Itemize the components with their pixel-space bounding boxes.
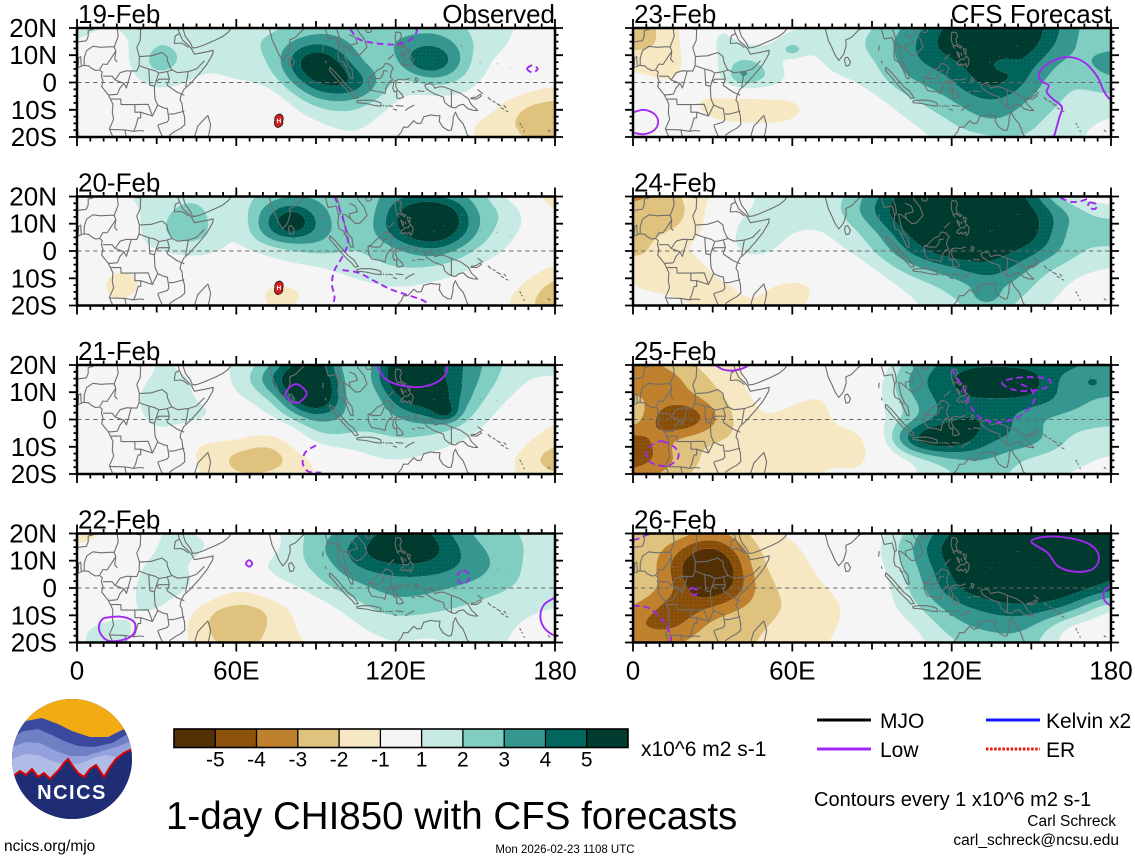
svg-text:20S: 20S bbox=[11, 628, 57, 658]
svg-text:24-Feb: 24-Feb bbox=[634, 168, 716, 198]
svg-text:19-Feb: 19-Feb bbox=[78, 0, 160, 29]
svg-text:Mon 2026-02-23 1108 UTC: Mon 2026-02-23 1108 UTC bbox=[495, 844, 634, 856]
svg-text:25-Feb: 25-Feb bbox=[634, 336, 716, 366]
svg-text:26-Feb: 26-Feb bbox=[634, 505, 716, 535]
svg-text:Contours every 1 x10^6 m2 s-1: Contours every 1 x10^6 m2 s-1 bbox=[814, 789, 1091, 811]
svg-text:1-day CHI850 with CFS forecast: 1-day CHI850 with CFS forecasts bbox=[166, 795, 737, 838]
svg-text:CFS Forecast: CFS Forecast bbox=[951, 0, 1112, 29]
svg-text:0: 0 bbox=[43, 405, 57, 435]
svg-text:10S: 10S bbox=[11, 432, 57, 462]
svg-text:ncics.org/mjo: ncics.org/mjo bbox=[4, 838, 95, 855]
svg-text:H: H bbox=[276, 118, 281, 125]
svg-text:MJO: MJO bbox=[880, 710, 924, 733]
svg-text:x10^6 m2 s-1: x10^6 m2 s-1 bbox=[641, 738, 766, 761]
svg-text:NCICS: NCICS bbox=[37, 782, 107, 804]
svg-text:0: 0 bbox=[43, 236, 57, 266]
svg-text:20S: 20S bbox=[11, 459, 57, 489]
svg-text:20N: 20N bbox=[9, 13, 57, 43]
svg-text:21-Feb: 21-Feb bbox=[78, 336, 160, 366]
svg-text:10S: 10S bbox=[11, 95, 57, 125]
svg-text:22-Feb: 22-Feb bbox=[78, 505, 160, 535]
svg-text:20S: 20S bbox=[11, 291, 57, 321]
svg-text:3: 3 bbox=[498, 749, 510, 772]
svg-text:Kelvin x2: Kelvin x2 bbox=[1046, 710, 1131, 733]
svg-text:-2: -2 bbox=[330, 749, 349, 772]
svg-text:10N: 10N bbox=[9, 377, 57, 407]
svg-text:60E: 60E bbox=[769, 656, 815, 686]
svg-text:-3: -3 bbox=[288, 749, 307, 772]
svg-text:20N: 20N bbox=[9, 182, 57, 212]
svg-text:carl_schreck@ncsu.edu: carl_schreck@ncsu.edu bbox=[953, 832, 1119, 849]
svg-text:0: 0 bbox=[43, 573, 57, 603]
svg-text:10N: 10N bbox=[9, 40, 57, 70]
svg-text:180: 180 bbox=[533, 656, 576, 686]
svg-text:Observed: Observed bbox=[442, 0, 555, 29]
svg-text:0: 0 bbox=[43, 68, 57, 98]
svg-text:4: 4 bbox=[540, 749, 552, 772]
svg-text:10N: 10N bbox=[9, 209, 57, 239]
svg-text:-5: -5 bbox=[206, 749, 225, 772]
svg-text:-4: -4 bbox=[247, 749, 266, 772]
svg-text:120E: 120E bbox=[365, 656, 426, 686]
svg-text:10N: 10N bbox=[9, 546, 57, 576]
svg-text:10S: 10S bbox=[11, 600, 57, 630]
svg-text:Carl Schreck: Carl Schreck bbox=[1027, 813, 1116, 830]
svg-text:Low: Low bbox=[880, 739, 919, 762]
svg-text:0: 0 bbox=[70, 656, 84, 686]
svg-text:23-Feb: 23-Feb bbox=[634, 0, 716, 29]
svg-text:H: H bbox=[276, 285, 281, 292]
svg-text:20N: 20N bbox=[9, 350, 57, 380]
svg-text:20N: 20N bbox=[9, 519, 57, 549]
svg-text:20-Feb: 20-Feb bbox=[78, 168, 160, 198]
svg-text:5: 5 bbox=[581, 749, 593, 772]
svg-text:2: 2 bbox=[457, 749, 469, 772]
svg-text:0: 0 bbox=[626, 656, 640, 686]
svg-text:-1: -1 bbox=[371, 749, 390, 772]
svg-text:120E: 120E bbox=[921, 656, 982, 686]
svg-text:20S: 20S bbox=[11, 122, 57, 152]
svg-text:1: 1 bbox=[416, 749, 428, 772]
svg-text:180: 180 bbox=[1089, 656, 1132, 686]
svg-text:ER: ER bbox=[1046, 739, 1075, 762]
svg-text:60E: 60E bbox=[213, 656, 259, 686]
svg-text:10S: 10S bbox=[11, 263, 57, 293]
